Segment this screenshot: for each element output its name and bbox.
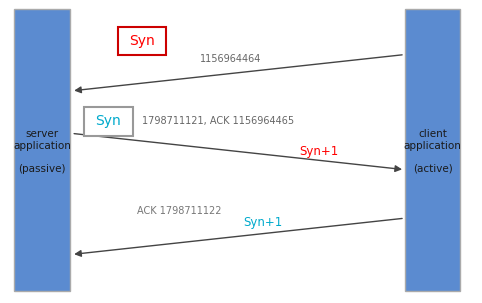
Text: Syn: Syn (95, 114, 121, 128)
Text: 1798711121, ACK 1156964465: 1798711121, ACK 1156964465 (142, 116, 295, 126)
Text: server
application

(passive): server application (passive) (13, 129, 71, 174)
Text: ACK 1798711122: ACK 1798711122 (137, 205, 222, 216)
FancyBboxPatch shape (118, 26, 166, 55)
Text: Syn: Syn (129, 34, 155, 48)
Text: Syn+1: Syn+1 (299, 145, 338, 158)
FancyBboxPatch shape (84, 107, 133, 136)
FancyBboxPatch shape (405, 9, 460, 291)
Text: 1156964464: 1156964464 (200, 54, 261, 64)
Text: client
application

(active): client application (active) (403, 129, 462, 174)
Text: Syn+1: Syn+1 (243, 216, 282, 229)
FancyBboxPatch shape (14, 9, 70, 291)
